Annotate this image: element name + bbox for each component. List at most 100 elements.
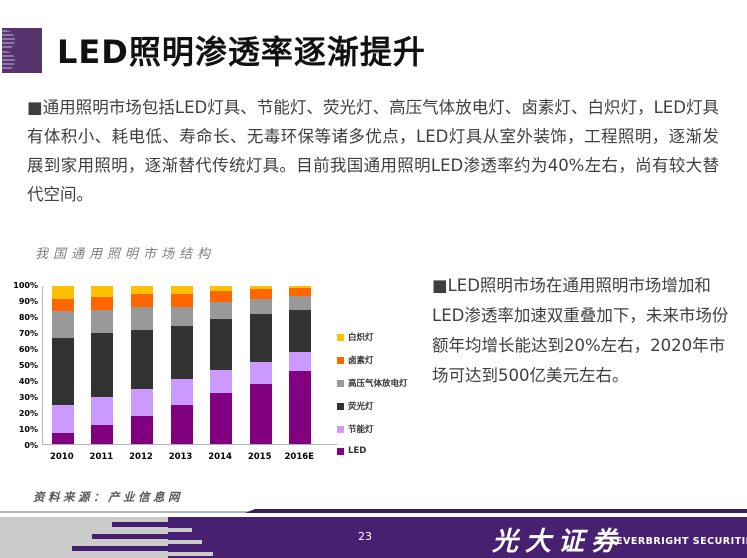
legend-swatch bbox=[337, 333, 344, 341]
legend-item-节能灯: 节能灯 bbox=[337, 423, 408, 435]
legend-item-LED: LED bbox=[337, 446, 408, 456]
logo-stripe-top bbox=[2, 30, 15, 50]
y-tick-label: 70% bbox=[18, 329, 38, 338]
brand-name-chinese: 光大证券 bbox=[492, 527, 625, 557]
bar-segment-荧光灯 bbox=[289, 309, 312, 353]
bar-segment-LED bbox=[289, 371, 312, 444]
bar-segment-白炽灯 bbox=[249, 286, 272, 290]
page-number: 23 bbox=[358, 530, 372, 543]
bar-segment-节能灯 bbox=[130, 388, 153, 416]
bar-segment-荧光灯 bbox=[130, 330, 153, 389]
y-tick-label: 50% bbox=[18, 361, 38, 370]
y-tick-label: 30% bbox=[18, 393, 38, 402]
footer-stripe bbox=[168, 528, 192, 532]
bar-segment-高压气体放电灯 bbox=[210, 301, 233, 320]
y-tick-label: 0% bbox=[24, 441, 38, 450]
legend-swatch bbox=[337, 379, 344, 387]
body-paragraph: ■通用照明市场包括LED灯具、节能灯、荧光灯、高压气体放电灯、卤素灯、白炽灯，L… bbox=[27, 98, 719, 204]
bar-segment-LED bbox=[130, 415, 153, 444]
bar-segment-节能灯 bbox=[51, 404, 74, 433]
bar-segment-节能灯 bbox=[249, 361, 272, 384]
bar-segment-节能灯 bbox=[170, 379, 193, 405]
legend-swatch bbox=[337, 425, 344, 433]
x-axis-labels: 2010 2011 2012 2013 2014 2015 2016E bbox=[42, 452, 319, 462]
chart-bars bbox=[43, 286, 320, 444]
legend-label: 节能灯 bbox=[348, 425, 374, 435]
bar-segment-卤素灯 bbox=[170, 293, 193, 307]
stacked-bar bbox=[170, 286, 193, 444]
bar-segment-高压气体放电灯 bbox=[51, 311, 74, 339]
bar-column-2012 bbox=[122, 286, 162, 444]
footer-stripe bbox=[92, 534, 168, 539]
bar-column-2015 bbox=[241, 286, 281, 444]
stacked-bar bbox=[289, 286, 312, 444]
stacked-bar bbox=[210, 286, 233, 444]
bar-segment-卤素灯 bbox=[210, 290, 233, 302]
bar-segment-卤素灯 bbox=[91, 297, 114, 310]
bar-segment-白炽灯 bbox=[51, 286, 74, 299]
logo-stripe-bottom bbox=[2, 51, 15, 71]
y-axis-labels: 100% 90% 80% 70% 60% 50% 40% 30% 20% 10% 0% bbox=[0, 282, 38, 450]
bar-segment-卤素灯 bbox=[51, 298, 74, 312]
footer-stripe bbox=[72, 546, 168, 551]
stacked-bar bbox=[91, 286, 114, 444]
bar-segment-白炽灯 bbox=[130, 286, 153, 294]
bar-segment-白炽灯 bbox=[91, 286, 114, 298]
bar-segment-高压气体放电灯 bbox=[91, 309, 114, 334]
bar-segment-节能灯 bbox=[210, 369, 233, 394]
bar-segment-高压气体放电灯 bbox=[289, 295, 312, 310]
x-tick-label: 2015 bbox=[247, 452, 272, 462]
everbright-logo-icon bbox=[2, 28, 42, 73]
bar-column-2016E bbox=[280, 286, 320, 444]
bar-segment-高压气体放电灯 bbox=[170, 306, 193, 326]
bar-segment-LED bbox=[170, 404, 193, 444]
bar-segment-卤素灯 bbox=[249, 289, 272, 299]
x-tick-label: 2014 bbox=[208, 452, 232, 462]
y-tick-label: 20% bbox=[18, 409, 38, 418]
y-tick-label: 80% bbox=[18, 313, 38, 322]
bar-column-2013 bbox=[162, 286, 202, 444]
bar-segment-节能灯 bbox=[289, 352, 312, 372]
chart-title: 我国通用照明市场结构 bbox=[35, 247, 216, 262]
divider-gray-segment bbox=[0, 511, 252, 513]
bar-segment-LED bbox=[210, 393, 233, 444]
y-tick-label: 10% bbox=[18, 425, 38, 434]
bar-segment-白炽灯 bbox=[289, 286, 312, 288]
stacked-bar bbox=[130, 286, 153, 444]
bar-segment-荧光灯 bbox=[210, 319, 233, 370]
divider-purple-segment bbox=[245, 509, 747, 513]
stacked-bar bbox=[51, 286, 74, 444]
brand-name-english: EVERBRIGHT SECURITIES bbox=[616, 536, 747, 547]
bar-column-2011 bbox=[83, 286, 123, 444]
source-note: 资料来源：产业信息网 bbox=[33, 490, 183, 504]
x-tick-label: 2010 bbox=[49, 452, 74, 462]
bar-segment-节能灯 bbox=[91, 396, 114, 426]
legend-swatch bbox=[337, 356, 344, 364]
stacked-bar bbox=[249, 286, 272, 444]
x-tick-label: 2013 bbox=[168, 452, 193, 462]
footer-stripe bbox=[168, 540, 202, 544]
chart-legend: 白炽灯卤素灯高压气体放电灯 荧光灯节能灯 LED bbox=[337, 331, 408, 467]
bar-segment-卤素灯 bbox=[289, 287, 312, 296]
legend-swatch bbox=[337, 402, 344, 410]
footer-bar: 23 光大证券 EVERBRIGHT SECURITIES bbox=[0, 517, 747, 558]
bar-segment-卤素灯 bbox=[130, 293, 153, 307]
legend-label: 卤素灯 bbox=[348, 356, 374, 366]
bar-segment-白炽灯 bbox=[170, 286, 193, 294]
bar-segment-高压气体放电灯 bbox=[130, 306, 153, 331]
legend-label: 荧光灯 bbox=[348, 402, 374, 412]
bar-segment-荧光灯 bbox=[51, 338, 74, 405]
footer-stripe bbox=[112, 522, 168, 527]
legend-item-荧光灯: 荧光灯 bbox=[337, 400, 408, 412]
x-tick-label: 2016E bbox=[284, 452, 314, 462]
bar-segment-高压气体放电灯 bbox=[249, 298, 272, 315]
right-paragraph: ■LED照明市场在通用照明市场增加和LED渗透率加速双重叠加下，未来市场份额年均… bbox=[432, 276, 729, 385]
bar-column-2014 bbox=[201, 286, 241, 444]
legend-label: LED bbox=[348, 446, 367, 456]
legend-label: 白炽灯 bbox=[348, 333, 374, 343]
bar-segment-LED bbox=[51, 432, 74, 444]
bar-segment-LED bbox=[91, 425, 114, 444]
x-tick-label: 2011 bbox=[89, 452, 114, 462]
legend-label: 高压气体放电灯 bbox=[348, 379, 408, 389]
